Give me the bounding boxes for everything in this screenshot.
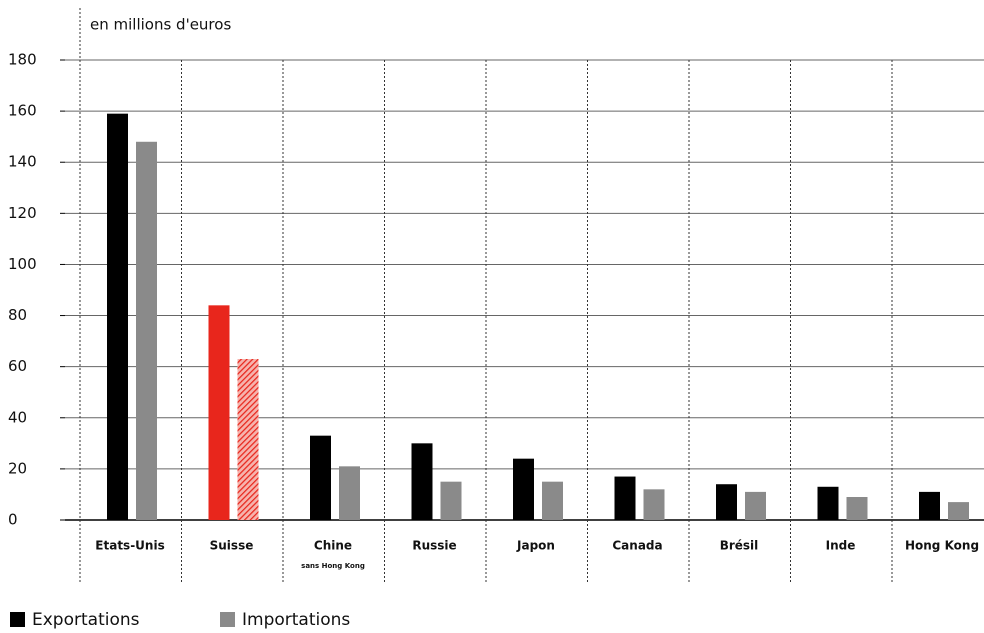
bar — [745, 491, 766, 520]
y-tick-label: 40 — [8, 408, 27, 426]
y-tick-label: 100 — [8, 255, 37, 273]
bar — [208, 305, 230, 520]
x-tick-label: Japon — [516, 539, 555, 553]
y-tick-label: 20 — [8, 459, 27, 477]
x-tick-label: Chine — [314, 539, 352, 553]
x-tick-label: Brésil — [720, 539, 759, 553]
bar — [237, 359, 259, 520]
bar — [643, 489, 665, 520]
y-tick-label: 160 — [8, 102, 37, 120]
x-tick-sublabel: sans Hong Kong — [301, 562, 365, 570]
bar — [310, 435, 331, 520]
legend-label: Importations — [242, 610, 350, 630]
bar — [411, 443, 433, 520]
bar — [948, 502, 969, 520]
bar — [716, 484, 737, 520]
y-tick-label: 80 — [8, 306, 27, 324]
x-tick-label: Etats-Unis — [95, 539, 164, 553]
y-tick-label: 180 — [8, 51, 37, 69]
bar — [136, 141, 157, 520]
x-tick-label: Hong Kong — [905, 539, 979, 553]
x-tick-label: Canada — [612, 539, 662, 553]
bar — [919, 491, 940, 520]
bar — [107, 113, 128, 521]
legend-swatch — [220, 612, 235, 627]
bar — [817, 486, 839, 520]
y-tick-label: 120 — [8, 204, 37, 222]
legend-swatch — [10, 612, 25, 627]
bar — [513, 458, 534, 520]
x-tick-label: Inde — [826, 539, 856, 553]
bar — [339, 466, 360, 520]
bar — [542, 481, 563, 520]
x-tick-label: Russie — [412, 539, 456, 553]
bar — [846, 497, 868, 520]
x-tick-label: Suisse — [210, 539, 254, 553]
y-tick-label: 0 — [8, 511, 18, 529]
chart-title: en millions d'euros — [90, 16, 231, 34]
y-tick-label: 140 — [8, 153, 37, 171]
legend-label: Exportations — [32, 610, 140, 630]
bar — [614, 476, 636, 520]
y-tick-label: 60 — [8, 357, 27, 375]
bar — [440, 481, 462, 520]
